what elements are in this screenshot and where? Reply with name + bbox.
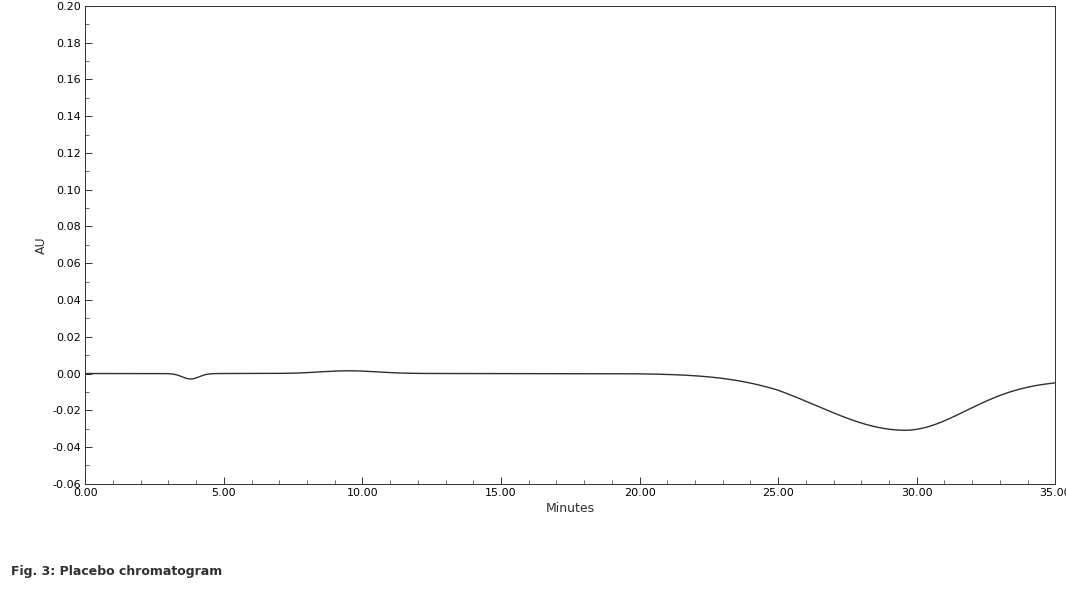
X-axis label: Minutes: Minutes — [546, 502, 595, 515]
Y-axis label: AU: AU — [35, 236, 48, 254]
Text: Fig. 3: Placebo chromatogram: Fig. 3: Placebo chromatogram — [11, 565, 222, 578]
